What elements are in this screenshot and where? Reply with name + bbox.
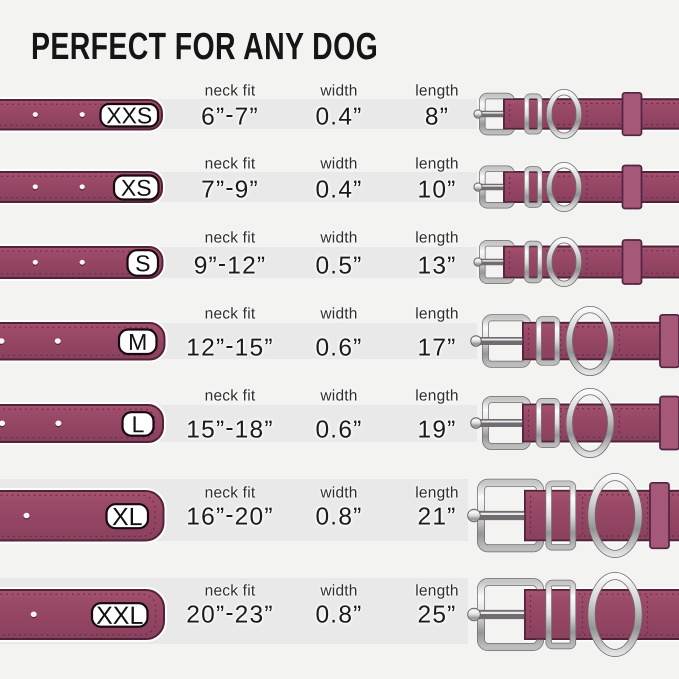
svg-text:L: L [132, 411, 145, 437]
svg-text:XS: XS [121, 175, 152, 201]
svg-text:XL: XL [112, 503, 143, 531]
svg-text:S: S [135, 250, 150, 276]
svg-text:M: M [128, 328, 147, 354]
svg-text:XXL: XXL [96, 601, 143, 629]
svg-text:XXS: XXS [106, 102, 152, 128]
